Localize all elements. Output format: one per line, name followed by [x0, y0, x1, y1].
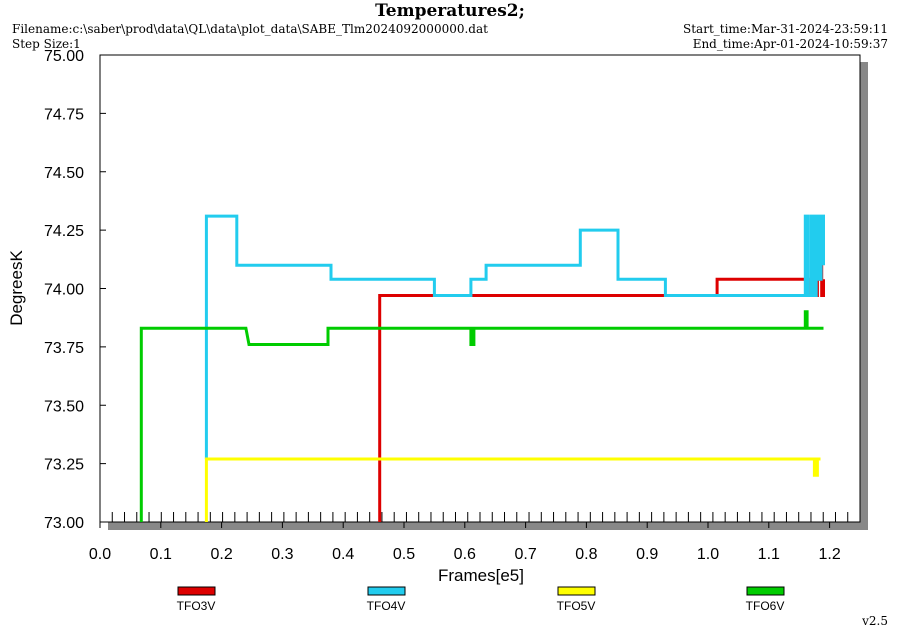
y-tick-label: 74.00: [44, 282, 84, 299]
legend-swatch-tfo3v: [177, 586, 216, 596]
legend-swatch-tfo4v: [367, 586, 406, 596]
series-line-tfo6v: [139, 310, 824, 522]
x-tick-label: 1.2: [818, 546, 840, 563]
end-time-label: End_time:Apr-01-2024-10:59:37: [692, 37, 888, 51]
y-tick-label: 73.50: [44, 398, 84, 415]
legend-swatch-tfo5v: [557, 586, 596, 596]
x-tick-label: 0.8: [575, 546, 597, 563]
x-tick-label: 1.0: [697, 546, 719, 563]
x-tick-label: 0.3: [271, 546, 293, 563]
y-tick-label: 74.25: [44, 223, 84, 240]
x-tick-label: 0.2: [210, 546, 232, 563]
y-tick-label: 73.75: [44, 340, 84, 357]
y-tick-label: 74.50: [44, 165, 84, 182]
y-tick-label: 73.00: [44, 515, 84, 532]
y-tick-label: 74.75: [44, 106, 84, 123]
x-tick-label: 0.1: [150, 546, 172, 563]
chart-title: Temperatures2;: [375, 1, 525, 21]
legend-swatch-tfo6v: [746, 586, 785, 596]
legend-label-tfo6v: TFO6V: [746, 599, 785, 613]
x-tick-label: 0.0: [89, 546, 111, 563]
legend-label-tfo3v: TFO3V: [177, 599, 216, 613]
x-tick-label: 0.7: [514, 546, 536, 563]
x-tick-label: 0.9: [636, 546, 658, 563]
start-time-label: Start_time:Mar-31-2024-23:59:11: [683, 22, 888, 36]
series-line-tfo4v: [204, 214, 825, 459]
version-label: v2.5: [862, 614, 888, 628]
legend-label-tfo4v: TFO4V: [367, 599, 406, 613]
plot-area: [99, 54, 861, 523]
y-axis-label: DegreesK: [7, 250, 26, 326]
x-tick-label: 0.5: [393, 546, 415, 563]
series-line-tfo5v: [204, 457, 821, 522]
y-tick-label: 75.00: [44, 48, 84, 65]
y-tick-label: 73.25: [44, 457, 84, 474]
legend-label-tfo5v: TFO5V: [557, 599, 596, 613]
filename-label: Filename:c:\saber\prod\data\QL\data\plot…: [12, 22, 488, 36]
x-axis-label: Frames[e5]: [438, 566, 524, 585]
x-tick-label: 1.1: [758, 546, 780, 563]
x-tick-label: 0.6: [454, 546, 476, 563]
step-size-label: Step Size:1: [12, 37, 81, 51]
x-tick-label: 0.4: [332, 546, 354, 563]
